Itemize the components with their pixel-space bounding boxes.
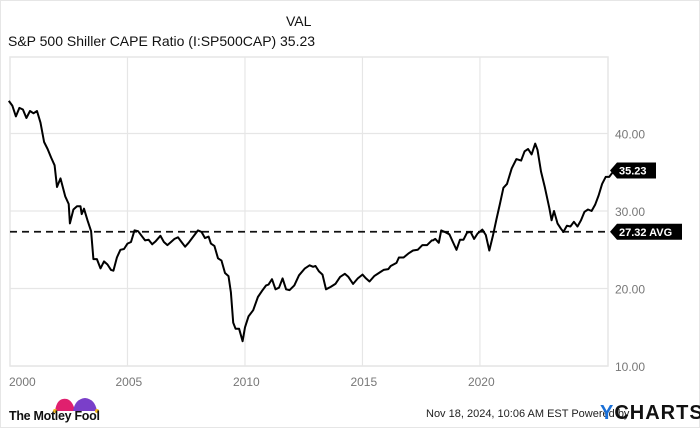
timestamp: Nov 18, 2024, 10:06 AM EST (426, 408, 569, 420)
grid (9, 56, 609, 367)
svg-text:20.00: 20.00 (615, 283, 645, 297)
y-axis: 10.00 20.00 30.00 40.00 (615, 128, 645, 375)
current-value: 35.23 (280, 33, 316, 49)
series-name: S&P 500 Shiller CAPE Ratio (I:SP500CAP) (8, 33, 277, 49)
svg-text:2005: 2005 (115, 375, 142, 389)
last-value-label: 35.23 (619, 165, 647, 177)
svg-text:40.00: 40.00 (615, 128, 645, 142)
svg-text:10.00: 10.00 (615, 360, 645, 374)
powered-by-label: Powered by (571, 408, 630, 420)
svg-text:2010: 2010 (233, 375, 260, 389)
average-label: 27.32 AVG (619, 227, 672, 239)
average-flag: 27.32 AVG (610, 223, 682, 240)
value-column-header: VAL (286, 13, 312, 29)
svg-text:2020: 2020 (468, 375, 495, 389)
last-value-flag: 35.23 (610, 162, 656, 179)
ycharts-text: CHARTS (614, 402, 700, 424)
footer-timestamp: Nov 18, 2024, 10:06 AM EST Powered by (426, 408, 629, 420)
cape-ratio-line (7, 100, 615, 343)
x-axis: 2000 2005 2010 2015 2020 (9, 375, 495, 389)
ycharts-logo: YCHARTS (600, 402, 700, 425)
svg-text:30.00: 30.00 (615, 205, 645, 219)
motley-fool-logo: The Motley Fool (9, 409, 100, 423)
jester-hat-icon (51, 395, 101, 418)
svg-text:2000: 2000 (9, 375, 36, 389)
svg-text:2015: 2015 (350, 375, 377, 389)
ycharts-y: Y (600, 402, 615, 424)
